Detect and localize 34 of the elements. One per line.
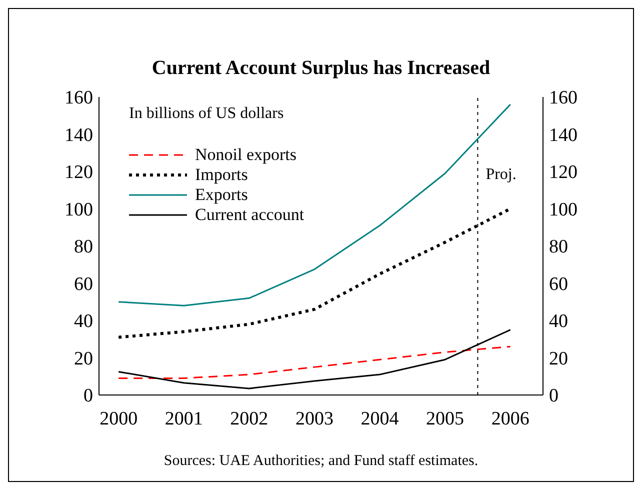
x-tick-label: 2001 — [164, 408, 203, 430]
x-tick-label: 2005 — [426, 408, 464, 430]
y2-tick-label: 60 — [549, 274, 568, 295]
y2-tick-label: 160 — [549, 88, 578, 109]
y2-tick-label: 140 — [549, 124, 578, 146]
y-tick-label: 20 — [74, 348, 93, 370]
y-tick-label: 160 — [64, 88, 93, 109]
y-tick-label: 100 — [64, 199, 93, 220]
legend-label: Nonoil exports — [195, 145, 297, 165]
x-tick-label: 2006 — [491, 408, 530, 430]
annotation: In billions of US dollars — [129, 105, 284, 123]
y-tick-label: 140 — [64, 124, 93, 146]
x-tick-label: 2003 — [295, 408, 334, 430]
ref-line-label: Proj. — [486, 166, 516, 183]
y-tick-label: 80 — [74, 236, 93, 258]
x-tick-label: 2004 — [360, 408, 400, 430]
x-tick-label: 2002 — [230, 408, 268, 430]
x-tick-label: 2000 — [100, 408, 138, 430]
y2-tick-label: 20 — [549, 348, 568, 370]
chart-title: Current Account Surplus has Increased — [150, 57, 492, 80]
y2-tick-label: 40 — [549, 311, 568, 332]
line-series — [118, 346, 512, 379]
y-tick-label: 60 — [74, 274, 93, 295]
source-note: Sources: UAE Authorities; and Fund staff estimates. — [162, 453, 480, 470]
legend-label: Exports — [195, 185, 248, 205]
y-tick-label: 0 — [84, 386, 93, 407]
y2-tick-label: 120 — [549, 162, 578, 184]
y2-tick-label: 100 — [549, 199, 578, 220]
y-tick-label: 120 — [64, 162, 93, 184]
legend-label: Current account — [195, 205, 304, 225]
legend-label: Imports — [195, 165, 248, 185]
y2-tick-label: 80 — [549, 236, 568, 258]
y2-tick-label: 0 — [549, 386, 558, 407]
y-tick-label: 40 — [74, 311, 93, 332]
